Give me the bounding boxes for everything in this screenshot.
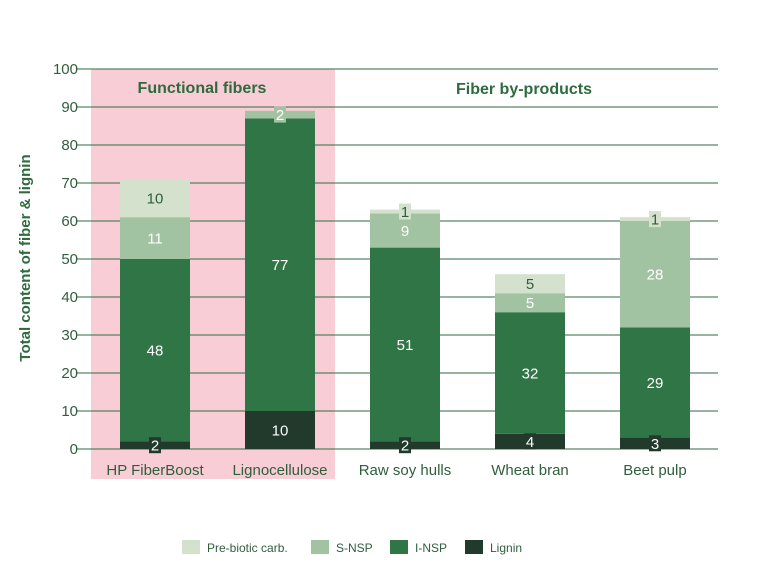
- bar-value-label: 4: [526, 434, 534, 451]
- legend-swatch: [390, 540, 408, 554]
- y-tick-label: 90: [61, 99, 78, 116]
- y-tick-label: 100: [53, 61, 78, 78]
- bar-label-backing: [274, 106, 286, 123]
- bar-value-label: 11: [147, 231, 163, 248]
- bar-value-label: 28: [647, 267, 664, 284]
- group-labels: Functional fibers Fiber by-products: [138, 80, 593, 98]
- y-tick-label: 0: [70, 441, 78, 458]
- bar-value-label: 5: [526, 276, 534, 293]
- bar-segment: [620, 221, 690, 328]
- bar-label-backing: [524, 433, 536, 450]
- bar-value-label: 1: [651, 212, 659, 229]
- bar-label-backing: [649, 435, 661, 452]
- bar-value-label: 2: [401, 438, 409, 455]
- x-tick-label: Lignocellulose: [232, 462, 327, 479]
- x-tick-label: HP FiberBoost: [106, 462, 204, 479]
- legend-entry-label: I-NSP: [415, 541, 447, 555]
- bar-label-backing: [149, 437, 161, 454]
- bar-label-backing: [399, 437, 411, 454]
- bar-segment: [120, 259, 190, 442]
- bar-value-label: 2: [151, 438, 159, 455]
- bars: [120, 110, 690, 449]
- legend-entry-label: Pre-biotic carb.: [207, 541, 288, 555]
- y-tick-label: 10: [61, 403, 78, 420]
- legend-swatch: [465, 540, 483, 554]
- bar-label-backing: [399, 203, 411, 220]
- bar-value-label: 9: [401, 223, 409, 240]
- bar-segment: [120, 179, 190, 218]
- x-tick-label: Raw soy hulls: [359, 462, 452, 479]
- bar-value-label: 51: [397, 337, 414, 354]
- y-axis-label: Total content of fiber & lignin: [17, 154, 34, 361]
- bar-value-label: 3: [651, 436, 659, 453]
- bar-value-label: 77: [272, 257, 289, 274]
- bar-segment: [120, 217, 190, 259]
- y-tick-label: 30: [61, 327, 78, 344]
- bar-segment: [495, 274, 565, 294]
- bar-value-label: 10: [272, 423, 289, 440]
- bar-segment: [245, 118, 315, 412]
- y-tick-label: 40: [61, 289, 78, 306]
- bar-segment: [495, 293, 565, 313]
- y-tick-label: 20: [61, 365, 78, 382]
- x-tick-label: Beet pulp: [623, 462, 686, 479]
- bar-segment: [370, 247, 440, 442]
- y-tick-label: 70: [61, 175, 78, 192]
- y-tick-label: 50: [61, 251, 78, 268]
- bar-value-label: 5: [526, 295, 534, 312]
- bar-value-label: 2: [276, 107, 284, 124]
- x-tick-label: Wheat bran: [491, 462, 569, 479]
- bar-segment: [620, 327, 690, 438]
- bar-value-label: 1: [401, 204, 409, 221]
- group-label-byproducts: Fiber by-products: [456, 81, 592, 98]
- y-axis-ticks: 0 10 20 30 40 50 60 70 80 90 100: [53, 61, 78, 458]
- group-label-functional: Functional fibers: [138, 80, 267, 97]
- bar-value-label: 48: [147, 343, 164, 360]
- bar-value-label: 32: [522, 366, 539, 383]
- y-tick-label: 80: [61, 137, 78, 154]
- legend-swatch: [182, 540, 200, 554]
- bar-label-backing: [649, 211, 661, 228]
- y-tick-label: 60: [61, 213, 78, 230]
- category-labels: HP FiberBoost Lignocellulose Raw soy hulls…: [106, 462, 686, 479]
- bar-value-label: 29: [647, 375, 664, 392]
- bar-value-label: 10: [147, 191, 164, 208]
- legend-entry-label: Lignin: [490, 541, 522, 555]
- legend-swatch: [311, 540, 329, 554]
- legend: Pre-biotic carb. S-NSP I-NSP Lignin: [182, 540, 522, 555]
- legend-entry-label: S-NSP: [336, 541, 373, 555]
- segment-labels: 2 48 11 10 10 77 2 2 51 9 1 4 32 5 5 3 29 28 1: [147, 106, 664, 455]
- bar-segment: [495, 312, 565, 434]
- bar-segment: [245, 411, 315, 449]
